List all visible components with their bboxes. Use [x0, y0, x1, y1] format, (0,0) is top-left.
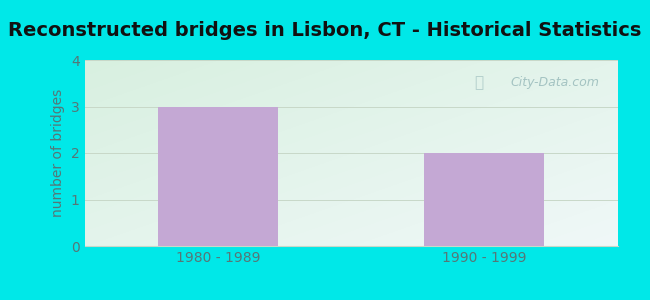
Text: Ⓜ: Ⓜ — [474, 75, 484, 90]
Bar — [424, 153, 544, 246]
Bar — [158, 106, 278, 246]
Y-axis label: number of bridges: number of bridges — [51, 89, 65, 217]
Text: Reconstructed bridges in Lisbon, CT - Historical Statistics: Reconstructed bridges in Lisbon, CT - Hi… — [8, 21, 642, 40]
Text: City-Data.com: City-Data.com — [511, 76, 600, 89]
